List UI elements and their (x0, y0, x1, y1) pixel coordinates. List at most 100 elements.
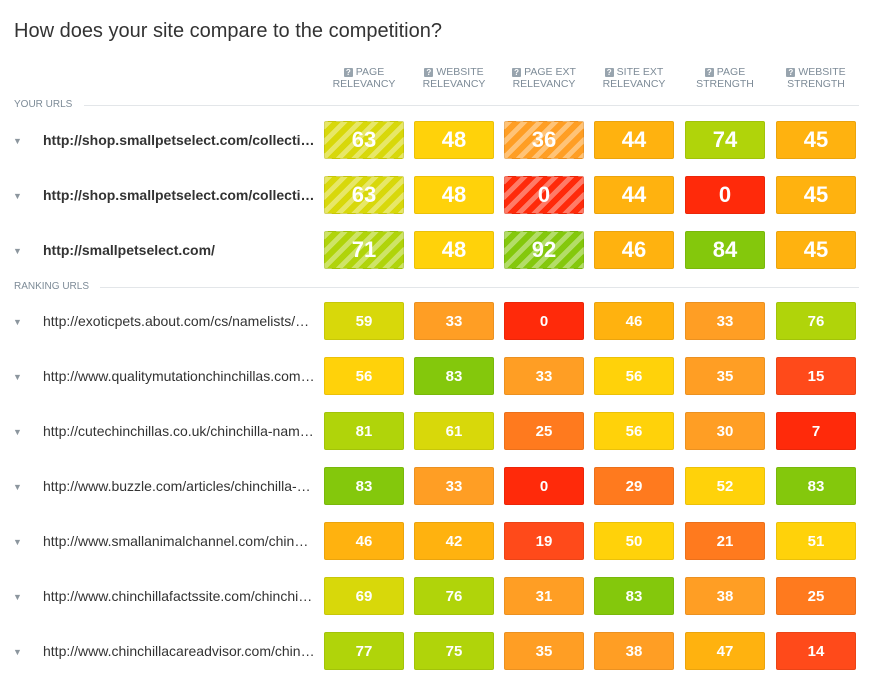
score-cell[interactable]: 45 (776, 176, 856, 214)
score-cell[interactable]: 61 (414, 412, 494, 450)
score-cell[interactable]: 63 (324, 121, 404, 159)
score-cell[interactable]: 69 (324, 577, 404, 615)
score-cell[interactable]: 77 (324, 632, 404, 670)
score-cell[interactable]: 81 (324, 412, 404, 450)
ranking-url-row: ▼ http://exoticpets.about.com/cs/namelist… (0, 302, 883, 342)
score-cell[interactable]: 33 (504, 357, 584, 395)
score-cell[interactable]: 44 (594, 176, 674, 214)
expand-row-icon[interactable]: ▼ (13, 317, 22, 327)
score-cell[interactable]: 19 (504, 522, 584, 560)
score-cell[interactable]: 36 (504, 121, 584, 159)
ranking-url-row: ▼ http://www.chinchillacareadvisor.com/ch… (0, 632, 883, 672)
score-cell[interactable]: 48 (414, 176, 494, 214)
score-cell[interactable]: 30 (685, 412, 765, 450)
score-cell[interactable]: 63 (324, 176, 404, 214)
column-header-line1: PAGE (716, 66, 746, 78)
score-cell[interactable]: 92 (504, 231, 584, 269)
column-header: ? WEBSITE STRENGTH (775, 66, 857, 90)
column-header-line1: PAGE (355, 66, 385, 78)
score-cell[interactable]: 83 (414, 357, 494, 395)
score-cell[interactable]: 47 (685, 632, 765, 670)
section-divider (100, 287, 859, 288)
score-cell[interactable]: 46 (324, 522, 404, 560)
expand-row-icon[interactable]: ▼ (13, 136, 22, 146)
expand-row-icon[interactable]: ▼ (13, 246, 22, 256)
expand-row-icon[interactable]: ▼ (13, 427, 22, 437)
expand-row-icon[interactable]: ▼ (13, 372, 22, 382)
score-cell[interactable]: 33 (414, 302, 494, 340)
score-cell[interactable]: 59 (324, 302, 404, 340)
score-cell[interactable]: 0 (504, 467, 584, 505)
score-cell[interactable]: 76 (414, 577, 494, 615)
section-label-ranking-urls: RANKING URLS (14, 281, 90, 292)
url-link[interactable]: http://www.buzzle.com/articles/chinchill… (43, 478, 315, 494)
score-cell[interactable]: 35 (504, 632, 584, 670)
expand-row-icon[interactable]: ▼ (13, 191, 22, 201)
column-header: ? PAGE STRENGTH (684, 66, 766, 90)
url-link[interactable]: http://smallpetselect.com/ (43, 242, 215, 258)
expand-row-icon[interactable]: ▼ (13, 647, 22, 657)
column-header-line1: SITE EXT (616, 66, 664, 78)
score-cell[interactable]: 48 (414, 231, 494, 269)
score-cell[interactable]: 45 (776, 231, 856, 269)
help-icon[interactable]: ? (704, 68, 714, 77)
score-cell[interactable]: 33 (414, 467, 494, 505)
score-cell[interactable]: 45 (776, 121, 856, 159)
score-cell[interactable]: 25 (776, 577, 856, 615)
score-cell[interactable]: 56 (594, 357, 674, 395)
url-link[interactable]: http://exoticpets.about.com/cs/namelists… (43, 313, 315, 329)
url-link[interactable]: http://shop.smallpetselect.com/collectio… (43, 132, 315, 148)
column-header-line2: RELEVANCY (332, 78, 396, 90)
score-cell[interactable]: 71 (324, 231, 404, 269)
score-cell[interactable]: 83 (324, 467, 404, 505)
score-cell[interactable]: 75 (414, 632, 494, 670)
column-header: ? SITE EXT RELEVANCY (593, 66, 675, 90)
score-cell[interactable]: 44 (594, 121, 674, 159)
score-cell[interactable]: 50 (594, 522, 674, 560)
column-header-line1: PAGE EXT (524, 66, 576, 78)
score-cell[interactable]: 42 (414, 522, 494, 560)
score-cell[interactable]: 35 (685, 357, 765, 395)
url-link[interactable]: http://www.qualitymutationchinchillas.co… (43, 368, 315, 384)
score-cell[interactable]: 56 (324, 357, 404, 395)
score-cell[interactable]: 38 (685, 577, 765, 615)
score-cell[interactable]: 74 (685, 121, 765, 159)
score-cell[interactable]: 46 (594, 302, 674, 340)
score-cell[interactable]: 0 (685, 176, 765, 214)
url-link[interactable]: http://www.smallanimalchannel.com/chinch… (43, 533, 315, 549)
help-icon[interactable]: ? (343, 68, 353, 77)
expand-row-icon[interactable]: ▼ (13, 592, 22, 602)
score-cell[interactable]: 21 (685, 522, 765, 560)
help-icon[interactable]: ? (424, 68, 434, 77)
score-cell[interactable]: 56 (594, 412, 674, 450)
score-cell[interactable]: 83 (594, 577, 674, 615)
column-header: ? PAGE RELEVANCY (323, 66, 405, 90)
score-cell[interactable]: 48 (414, 121, 494, 159)
score-cell[interactable]: 14 (776, 632, 856, 670)
score-cell[interactable]: 38 (594, 632, 674, 670)
help-icon[interactable]: ? (604, 68, 614, 77)
score-cell[interactable]: 46 (594, 231, 674, 269)
help-icon[interactable]: ? (512, 68, 522, 77)
score-cell[interactable]: 51 (776, 522, 856, 560)
url-link[interactable]: http://www.chinchillacareadvisor.com/chi… (43, 643, 315, 659)
url-link[interactable]: http://www.chinchillafactssite.com/chinc… (43, 588, 315, 604)
expand-row-icon[interactable]: ▼ (13, 537, 22, 547)
score-cell[interactable]: 76 (776, 302, 856, 340)
help-icon[interactable]: ? (786, 68, 796, 77)
score-cell[interactable]: 31 (504, 577, 584, 615)
score-cell[interactable]: 33 (685, 302, 765, 340)
score-cell[interactable]: 7 (776, 412, 856, 450)
score-cell[interactable]: 52 (685, 467, 765, 505)
expand-row-icon[interactable]: ▼ (13, 482, 22, 492)
url-link[interactable]: http://shop.smallpetselect.com/collectio… (43, 187, 315, 203)
score-cell[interactable]: 25 (504, 412, 584, 450)
ranking-url-row: ▼ http://cutechinchillas.co.uk/chinchilla… (0, 412, 883, 452)
score-cell[interactable]: 83 (776, 467, 856, 505)
url-link[interactable]: http://cutechinchillas.co.uk/chinchilla-… (43, 423, 315, 439)
score-cell[interactable]: 0 (504, 176, 584, 214)
score-cell[interactable]: 0 (504, 302, 584, 340)
score-cell[interactable]: 29 (594, 467, 674, 505)
score-cell[interactable]: 15 (776, 357, 856, 395)
score-cell[interactable]: 84 (685, 231, 765, 269)
